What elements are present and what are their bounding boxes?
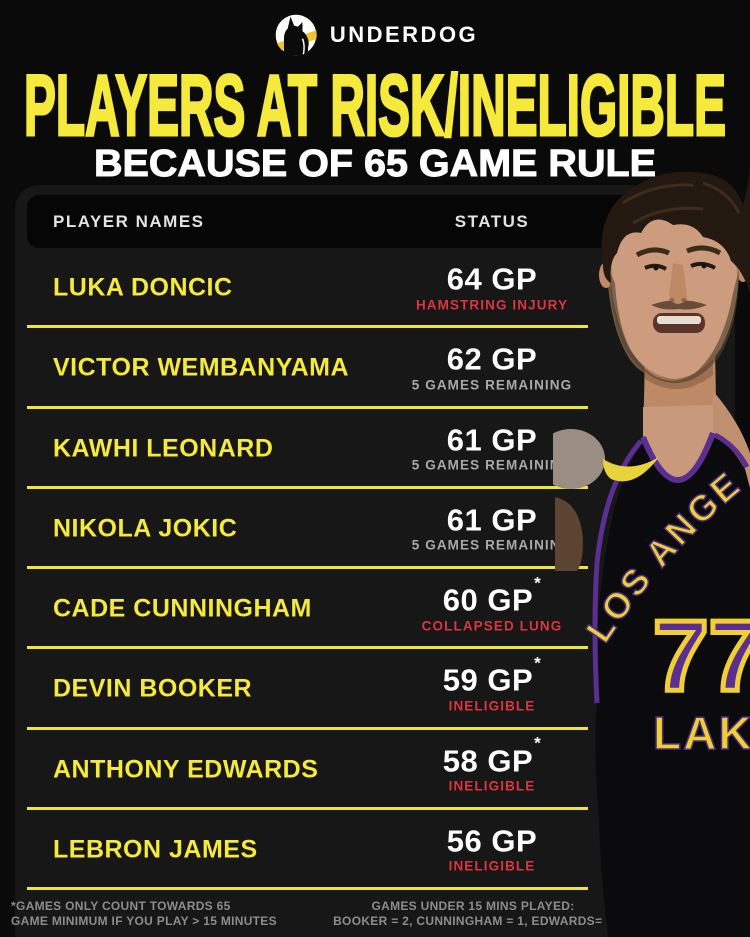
status-cell: 60 GP* COLLAPSED LUNG — [352, 574, 632, 634]
status-cell: 64 GP HAMSTRING INJURY — [352, 262, 632, 313]
asterisk: * — [534, 653, 542, 673]
player-name: LUKA DONCIC — [53, 273, 233, 302]
status-cell: 56 GP INELIGIBLE — [352, 824, 632, 875]
player-hair — [601, 165, 750, 293]
top-bar: UNDERDOG — [0, 0, 750, 70]
asterisk: * — [534, 573, 542, 593]
status-cell: 61 GP 5 GAMES REMAINING — [352, 422, 632, 473]
games-played-value: 56 GP — [446, 823, 538, 859]
table-row: LUKA DONCIC 64 GP HAMSTRING INJURY — [15, 248, 735, 329]
games-played: 58 GP* — [442, 735, 542, 779]
player-teeth — [657, 316, 701, 324]
player-name: ANTHONY EDWARDS — [53, 755, 319, 784]
status-note: INELIGIBLE — [448, 698, 536, 714]
row-divider — [27, 325, 588, 329]
page-title: PLAYERS AT RISK/INELIGIBLE — [23, 60, 728, 148]
footnote-middle-line2: BOOKER = 2, CUNNINGHAM = 1, EDWARDS= 1 — [333, 914, 613, 928]
asterisk: * — [534, 733, 542, 753]
row-divider — [27, 566, 588, 569]
table-row: VICTOR WEMBANYAMA 62 GP 5 GAMES REMAININ… — [15, 328, 735, 409]
player-name: KAWHI LEONARD — [53, 434, 274, 463]
chest-skin — [643, 405, 713, 481]
jersey — [595, 433, 750, 937]
player-mustache — [651, 300, 707, 310]
column-header-status: STATUS — [454, 211, 530, 231]
row-divider — [27, 485, 588, 489]
row-divider — [27, 646, 588, 650]
jersey-number: 77 — [653, 600, 750, 712]
pupil-right — [701, 263, 707, 269]
games-played: 62 GP — [447, 342, 537, 377]
jersey-neck-trim — [640, 431, 716, 483]
player-name: CADE CUNNINGHAM — [53, 594, 312, 623]
photo-background-blur — [553, 429, 605, 489]
table-row: DEVIN BOOKER 59 GP* INELIGIBLE — [15, 649, 735, 730]
table-body: LUKA DONCIC 64 GP HAMSTRING INJURY VICTO… — [15, 248, 735, 890]
table-row: CADE CUNNINGHAM 60 GP* COLLAPSED LUNG — [15, 569, 735, 650]
underdog-dog-icon — [272, 11, 319, 59]
footnote-middle: GAMES UNDER 15 MINS PLAYED: BOOKER = 2, … — [323, 899, 623, 929]
games-played-value: 59 GP — [442, 663, 534, 699]
footnote-left-line1: *GAMES ONLY COUNT TOWARDS 65 — [11, 899, 231, 913]
status-note: 5 GAMES REMAINING — [411, 538, 573, 554]
pupil-left — [653, 265, 659, 271]
svg-text:BECAUSE OF 65 GAME RULE: BECAUSE OF 65 GAME RULE — [94, 143, 656, 185]
status-note: 5 GAMES REMAINING — [411, 377, 573, 393]
svg-text:PLAYERS AT RISK/INELIGIBLE: PLAYERS AT RISK/INELIGIBLE — [24, 60, 726, 148]
hair-strands — [622, 181, 741, 225]
footnote-left: *GAMES ONLY COUNT TOWARDS 65 GAME MINIMU… — [11, 899, 277, 929]
status-note: INELIGIBLE — [448, 859, 536, 875]
table-row: ANTHONY EDWARDS 58 GP* INELIGIBLE — [15, 730, 735, 810]
player-name: VICTOR WEMBANYAMA — [53, 353, 350, 382]
player-name: NIKOLA JOKIC — [53, 514, 238, 543]
player-name: DEVIN BOOKER — [53, 674, 253, 703]
status-cell: 59 GP* INELIGIBLE — [352, 654, 632, 714]
footnote-left-line2: GAME MINIMUM IF YOU PLAY > 15 MINUTES — [11, 914, 277, 928]
nike-swoosh-icon — [603, 457, 659, 482]
table-row: NIKOLA JOKIC 61 GP 5 GAMES REMAINING — [15, 489, 735, 569]
table-row: KAWHI LEONARD 61 GP 5 GAMES REMAINING — [15, 409, 735, 489]
status-note: COLLAPSED LUNG — [421, 618, 563, 634]
games-played-value: 61 GP — [446, 502, 538, 538]
player-nose — [669, 263, 687, 304]
games-played-value: 62 GP — [446, 342, 538, 378]
games-played: 61 GP — [447, 422, 537, 457]
player-name: LEBRON JAMES — [53, 835, 258, 864]
row-divider — [27, 806, 588, 810]
nostril-right — [681, 298, 687, 302]
status-cell: 61 GP 5 GAMES REMAINING — [352, 503, 632, 554]
player-brow-right — [686, 245, 722, 256]
row-divider — [27, 726, 588, 730]
games-played-value: 58 GP — [442, 743, 534, 779]
games-played: 59 GP* — [442, 654, 542, 699]
jersey-shoulder-trim — [713, 432, 750, 469]
games-played: 56 GP — [447, 824, 537, 859]
status-note: 5 GAMES REMAINING — [411, 457, 573, 473]
player-brow-left — [635, 247, 671, 258]
player-photo: LOS ANGELES 77 LAKERS — [553, 143, 750, 937]
table-row: LEBRON JAMES 56 GP INELIGIBLE — [15, 810, 735, 890]
row-divider — [27, 887, 588, 890]
row-divider — [27, 405, 588, 409]
player-arm — [555, 497, 583, 571]
status-cell: 62 GP 5 GAMES REMAINING — [352, 342, 632, 393]
status-note: INELIGIBLE — [448, 778, 536, 794]
games-played-value: 60 GP — [442, 582, 534, 618]
jersey-team-text: LAKERS — [653, 707, 750, 759]
nostril-left — [669, 298, 675, 302]
games-played-value: 61 GP — [446, 422, 538, 458]
games-played: 60 GP* — [442, 574, 542, 618]
footnote-middle-line1: GAMES UNDER 15 MINS PLAYED: — [371, 899, 575, 913]
column-header-player: PLAYER NAMES — [53, 211, 205, 231]
status-note: HAMSTRING INJURY — [415, 297, 569, 313]
page-subtitle: BECAUSE OF 65 GAME RULE — [94, 143, 657, 186]
games-played: 64 GP — [447, 262, 537, 297]
games-played: 61 GP — [447, 503, 537, 538]
games-played-value: 64 GP — [446, 261, 538, 297]
brand-name: UNDERDOG — [329, 22, 479, 47]
status-cell: 58 GP* INELIGIBLE — [352, 735, 632, 794]
